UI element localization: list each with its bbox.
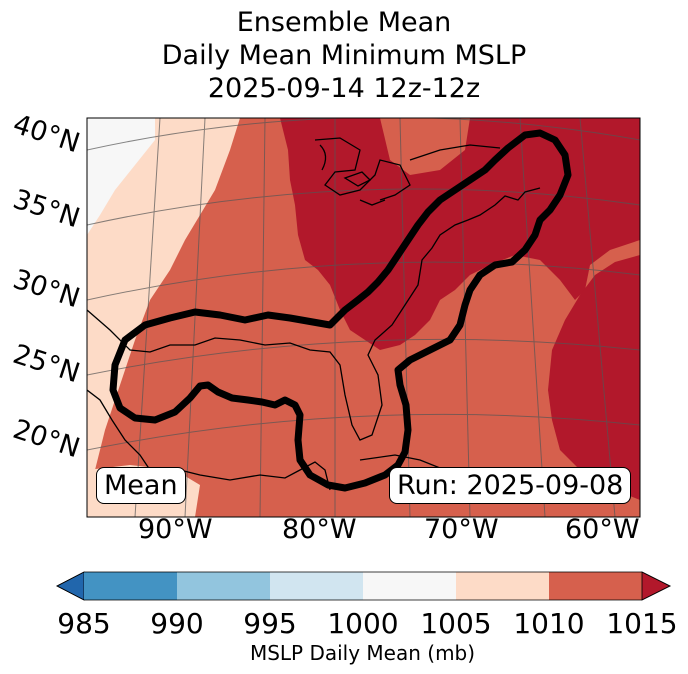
colorbar-tick-1015: 1015: [606, 607, 678, 640]
colorbar-bin-1000-1005: [363, 572, 456, 600]
field-1010-1015-inlay: [380, 118, 470, 175]
lon-label-60w: 60°W: [565, 514, 640, 545]
lon-label-80w: 80°W: [282, 514, 357, 545]
colorbar-tick-995: 995: [243, 607, 297, 640]
colorbar-bin-990-995: [177, 572, 270, 600]
colorbar-bin-1010-1015: [549, 572, 642, 600]
mean-label-box: Mean: [96, 467, 186, 504]
lon-label-90w: 90°W: [138, 514, 213, 545]
colorbar-tick-990: 990: [150, 607, 204, 640]
title-line-1: Ensemble Mean: [236, 7, 452, 38]
field-1005-1010-west: [87, 118, 240, 480]
colorbar-bin-1005-1010: [456, 572, 549, 600]
title-line-3: 2025-09-14 12z-12z: [207, 73, 481, 104]
field-gt1015-east: [548, 255, 640, 500]
title-line-2: Daily Mean Minimum MSLP: [161, 40, 527, 71]
run-date-box: Run: 2025-09-08: [389, 467, 632, 504]
colorbar-tick-1000: 1000: [327, 607, 399, 640]
colorbar-extend-high: [641, 571, 671, 601]
field-1000-1005: [87, 118, 155, 235]
map-frame: [86, 117, 641, 518]
colorbar-bin-985-990: [84, 572, 177, 600]
colorbar: [56, 571, 671, 601]
colorbar-outline: [56, 571, 671, 601]
map-fields: [87, 118, 640, 517]
colorbar-tick-985: 985: [57, 607, 111, 640]
colorbar-bin-995-1000: [270, 572, 363, 600]
colorbar-label: MSLP Daily Mean (mb): [249, 641, 476, 665]
lon-label-70w: 70°W: [424, 514, 499, 545]
colorbar-extend-low: [56, 571, 85, 601]
colorbar-tick-1005: 1005: [420, 607, 492, 640]
contour-outline: [109, 129, 572, 492]
colorbar-tick-1010: 1010: [513, 607, 585, 640]
